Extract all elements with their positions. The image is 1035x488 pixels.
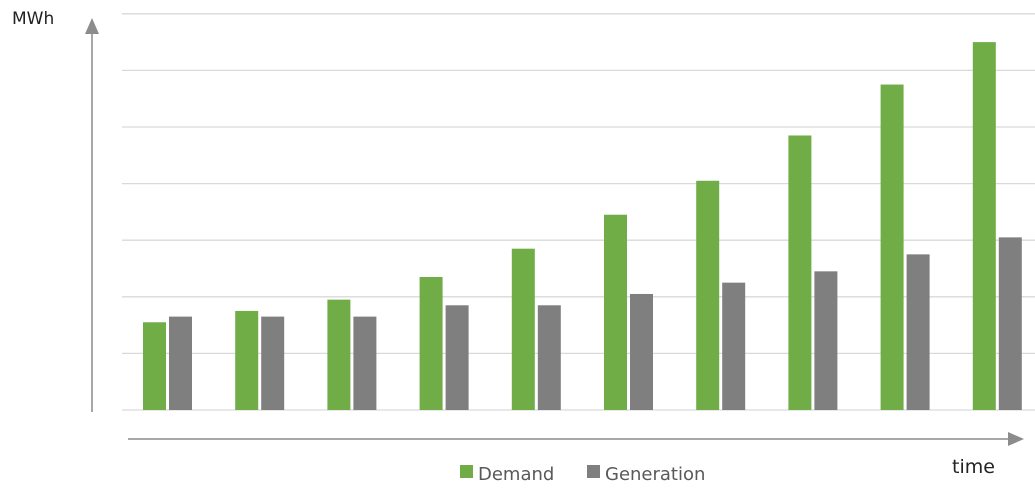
y-axis-label: MWh (12, 9, 54, 29)
bar-demand-10 (972, 42, 996, 410)
x-axis-arrow-icon (1008, 432, 1024, 446)
bar-demand-3 (327, 299, 351, 410)
bar-generation-3 (353, 316, 377, 410)
legend-label-generation: Generation (605, 464, 705, 485)
bars (143, 42, 1022, 411)
bar-generation-5 (537, 305, 561, 410)
bar-demand-4 (419, 276, 443, 410)
bar-demand-2 (235, 310, 259, 410)
bar-generation-2 (261, 316, 285, 410)
bar-generation-1 (169, 316, 192, 410)
legend-swatch-generation (587, 465, 600, 478)
bar-demand-1 (143, 322, 166, 410)
y-axis-arrow-icon (85, 18, 99, 34)
bar-demand-5 (511, 248, 535, 410)
bar-demand-6 (604, 214, 627, 410)
bar-generation-6 (630, 293, 653, 410)
bar-demand-7 (696, 180, 720, 410)
legend-label-demand: Demand (478, 464, 554, 485)
bar-generation-10 (998, 237, 1022, 410)
legend-swatch-demand (460, 465, 473, 478)
bar-generation-7 (722, 282, 746, 410)
bar-demand-9 (880, 84, 904, 411)
bar-generation-4 (445, 305, 469, 410)
bar-generation-9 (906, 254, 930, 410)
legend: Demand Generation (460, 464, 705, 485)
bar-generation-8 (814, 271, 838, 410)
x-axis-label: time (952, 456, 995, 478)
bar-demand-8 (788, 135, 812, 411)
